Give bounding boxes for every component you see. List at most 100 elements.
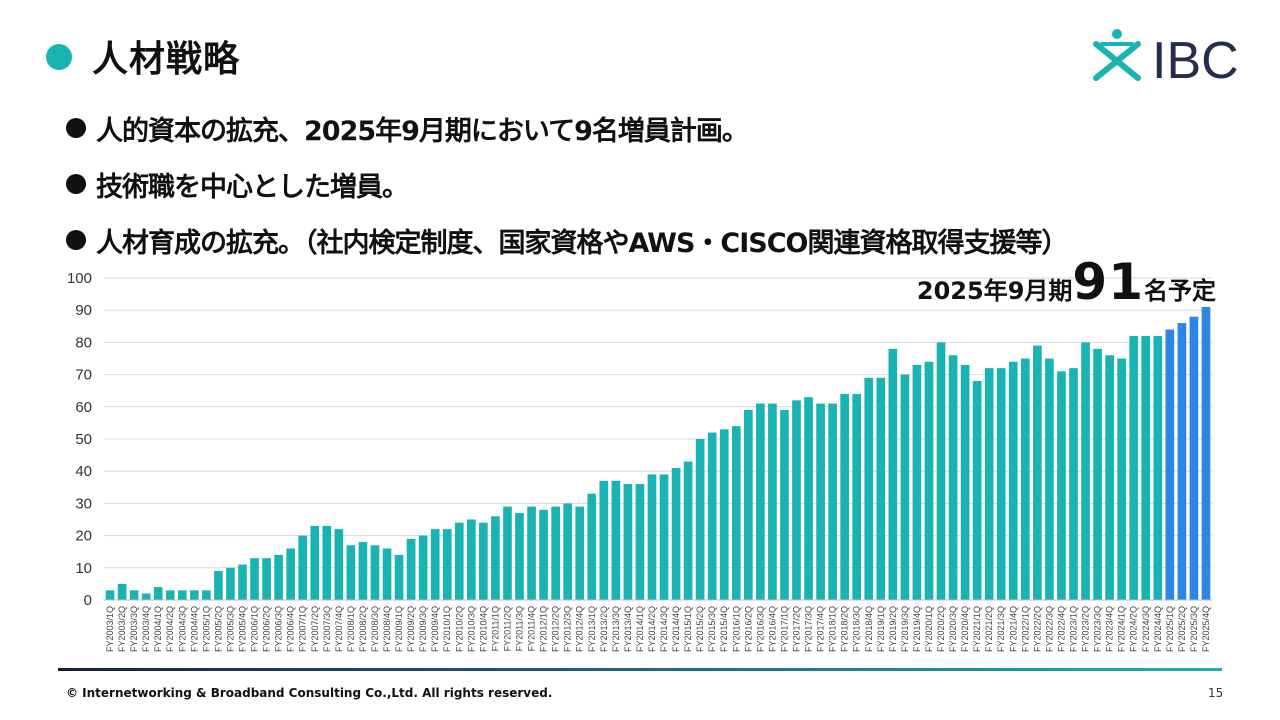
x-tick-label: FY2022/1Q xyxy=(1020,606,1030,652)
bar xyxy=(105,590,115,600)
x-tick-label: FY2024/2Q xyxy=(1129,606,1139,652)
bar xyxy=(334,529,344,600)
x-tick-label: FY2018/1Q xyxy=(828,606,838,652)
bar xyxy=(924,361,934,600)
bar xyxy=(442,529,452,600)
bar xyxy=(635,484,645,600)
x-tick-label: FY2008/3Q xyxy=(370,606,380,652)
bar xyxy=(430,529,440,600)
bar xyxy=(695,439,705,600)
y-tick-label: 90 xyxy=(75,302,92,319)
y-tick-label: 50 xyxy=(75,431,92,448)
x-tick-label: FY2015/1Q xyxy=(683,606,693,652)
x-tick-label: FY2024/1Q xyxy=(1117,606,1127,652)
x-tick-label: FY2006/4Q xyxy=(286,606,296,652)
x-tick-label: FY2020/2Q xyxy=(936,606,946,652)
x-tick-label: FY2007/4Q xyxy=(334,606,344,652)
x-tick-label: FY2003/3Q xyxy=(129,606,139,652)
x-tick-label: FY2011/2Q xyxy=(502,606,512,651)
y-tick-label: 70 xyxy=(75,367,92,384)
bar xyxy=(250,558,259,600)
x-tick-label: FY2003/4Q xyxy=(141,606,151,652)
x-tick-label: FY2006/1Q xyxy=(250,606,260,652)
x-tick-label: FY2012/1Q xyxy=(539,606,549,652)
bar xyxy=(948,355,958,600)
bullet-dot xyxy=(66,118,86,138)
x-tick-label: FY2010/1Q xyxy=(442,606,452,652)
headcount-bar-chart: 0 10 20 30 40 50 60 70 80 90 100 FY2003/1Q FY2003/2Q… xyxy=(67,270,1212,652)
bar xyxy=(1165,329,1175,600)
bar xyxy=(539,509,548,600)
bar xyxy=(370,545,380,600)
bar xyxy=(177,590,187,600)
x-tick-label: FY2017/4Q xyxy=(816,606,826,652)
bar xyxy=(936,342,946,600)
bar xyxy=(659,474,669,600)
x-tick-label: FY2014/4Q xyxy=(671,606,681,652)
y-tick-label: 60 xyxy=(75,399,92,416)
bar xyxy=(491,516,500,600)
x-tick-label: FY2007/3Q xyxy=(322,606,332,652)
x-tick-label: FY2021/2Q xyxy=(984,606,994,652)
x-tick-label: FY2017/1Q xyxy=(779,606,789,652)
x-tick-label: FY2018/3Q xyxy=(852,606,862,652)
x-tick-label: FY2015/4Q xyxy=(719,606,729,652)
callout-prefix: 2025年9月期 xyxy=(916,277,1073,305)
bar xyxy=(996,368,1006,600)
bar xyxy=(768,403,777,600)
bar xyxy=(1117,358,1127,600)
y-tick-label: 80 xyxy=(75,334,92,351)
bar xyxy=(599,480,609,600)
x-tick-label: FY2022/2Q xyxy=(1032,606,1042,652)
x-tick-label: FY2025/1Q xyxy=(1165,606,1175,652)
bullet-text: 人的資本の拡充、2025年9月期において9名増員計画。 xyxy=(96,115,749,147)
x-tick-label: FY2016/3Q xyxy=(755,606,765,652)
bar xyxy=(1129,335,1139,600)
x-tick-label: FY2025/2Q xyxy=(1177,606,1187,652)
callout-suffix: 名予定 xyxy=(1144,277,1216,305)
bullet-text: 人材育成の拡充。（社内検定制度、国家資格やAWS・CISCO関連資格取得支援等） xyxy=(96,227,1068,259)
bar xyxy=(551,506,560,600)
bar xyxy=(1057,371,1066,600)
x-tick-label: FY2008/1Q xyxy=(346,606,356,652)
bar xyxy=(298,535,308,600)
bar xyxy=(575,506,585,600)
bar xyxy=(310,525,320,600)
x-tick-label: FY2005/3Q xyxy=(225,606,235,652)
bar xyxy=(117,583,127,600)
page-title: 人材戦略 xyxy=(92,39,241,80)
x-tick-label: FY2005/1Q xyxy=(201,606,211,652)
x-tick-label: FY2022/4Q xyxy=(1056,606,1066,652)
bar xyxy=(852,393,862,600)
x-tick-label: FY2009/2Q xyxy=(406,606,416,652)
x-tick-label: FY2008/4Q xyxy=(382,606,392,652)
x-tick-label: FY2021/4Q xyxy=(1008,606,1018,652)
x-tick-label: FY2011/1Q xyxy=(490,606,500,651)
bar xyxy=(1045,358,1054,600)
y-tick-label: 100 xyxy=(67,270,92,287)
bullet-dot xyxy=(66,230,86,250)
bar xyxy=(780,410,789,600)
x-tick-label: FY2023/1Q xyxy=(1069,606,1079,652)
x-tick-label: FY2007/1Q xyxy=(298,606,308,652)
x-tick-label: FY2016/4Q xyxy=(767,606,777,652)
bar xyxy=(804,397,813,600)
x-tick-label: FY2016/2Q xyxy=(743,606,753,652)
ibc-logo: IBC xyxy=(1093,29,1239,86)
callout-number: 91 xyxy=(1072,253,1144,311)
bar xyxy=(623,484,633,600)
bar xyxy=(1201,306,1211,600)
bar xyxy=(1033,345,1042,600)
y-tick-label: 0 xyxy=(84,592,92,609)
bar xyxy=(731,426,741,600)
bar xyxy=(900,374,910,600)
bar xyxy=(418,535,428,600)
bar xyxy=(647,474,657,600)
x-tick-label: FY2022/3Q xyxy=(1044,606,1054,652)
bar xyxy=(189,590,199,600)
x-tick-label: FY2005/4Q xyxy=(238,606,248,652)
x-tick-label: FY2008/2Q xyxy=(358,606,368,652)
bar xyxy=(1105,355,1114,600)
bar xyxy=(382,548,392,600)
bar xyxy=(515,513,524,600)
